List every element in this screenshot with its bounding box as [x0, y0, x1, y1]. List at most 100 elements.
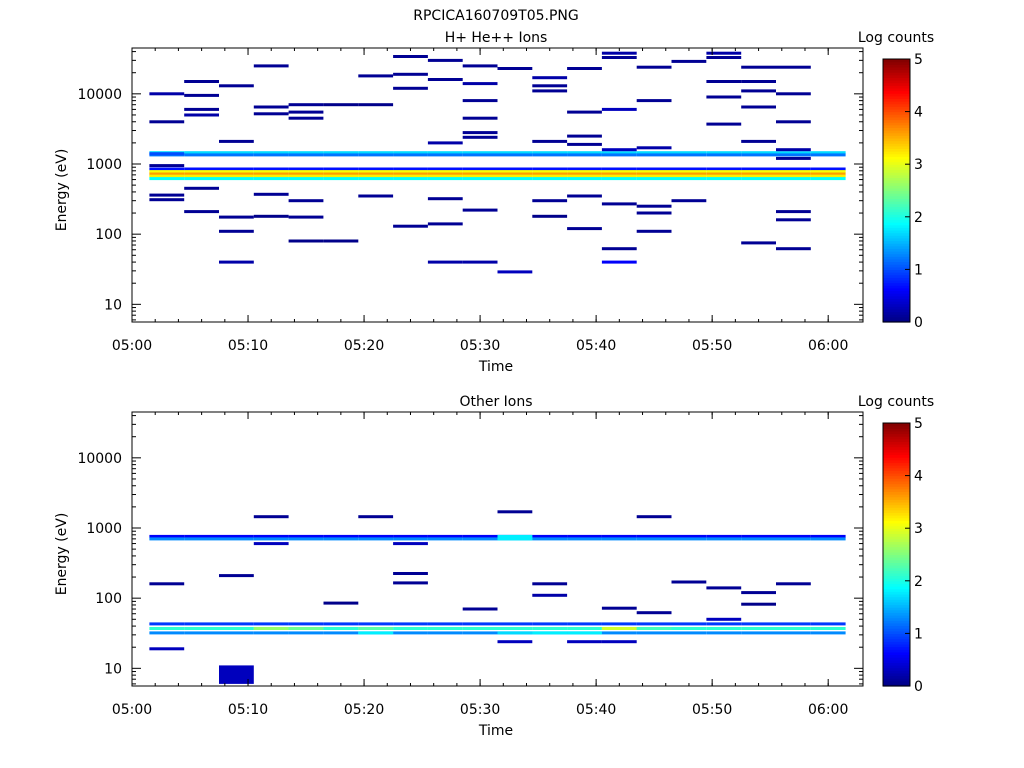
heatmap-band-cell — [532, 153, 568, 157]
heatmap-cell — [427, 78, 463, 81]
colorbar-tick-label: 5 — [914, 52, 923, 68]
heatmap-band-cell — [636, 622, 672, 626]
colorbar-swatch — [883, 172, 910, 176]
colorbar-swatch — [883, 591, 910, 595]
heatmap-band-cell — [810, 172, 846, 176]
heatmap-band-cell — [253, 170, 289, 174]
heatmap-cell — [706, 95, 742, 99]
heatmap-cell — [601, 260, 637, 264]
colorbar-swatch — [883, 533, 910, 537]
colorbar-swatch — [883, 604, 910, 608]
heatmap-band-cell — [671, 151, 707, 155]
heatmap-band-cell — [149, 170, 185, 174]
heatmap-band-cell — [184, 631, 219, 635]
heatmap-band-cell — [532, 167, 568, 171]
colorbar-swatch — [883, 488, 910, 492]
colorbar-tick-label: 3 — [914, 521, 923, 537]
heatmap-cell — [184, 80, 219, 83]
heatmap-band-cell — [497, 627, 533, 630]
heatmap-band-cell — [671, 627, 707, 630]
heatmap-band-cell — [776, 151, 811, 155]
heatmap-cell — [253, 112, 289, 116]
heatmap-cell — [149, 647, 185, 651]
heatmap-cell — [253, 64, 289, 68]
heatmap-cell — [741, 89, 776, 93]
colorbar-swatch — [883, 166, 910, 171]
heatmap-cell — [776, 247, 811, 251]
heatmap-band-cell — [323, 172, 359, 176]
heatmap-band-cell — [149, 631, 185, 635]
heatmap-band-cell — [636, 174, 672, 178]
heatmap-cell — [706, 586, 742, 590]
colorbar-swatch — [883, 103, 910, 107]
heatmap-band-cell — [636, 151, 672, 155]
heatmap-cell — [601, 51, 637, 55]
heatmap-band-cell — [706, 622, 742, 626]
heatmap-band-cell — [810, 174, 846, 178]
colorbar-swatch — [883, 625, 910, 629]
colorbar-swatch — [883, 187, 910, 192]
colorbar-swatch — [883, 583, 910, 587]
heatmap-band-cell — [636, 627, 672, 630]
heatmap-band-cell — [741, 170, 776, 174]
heatmap-band-cell — [497, 174, 533, 178]
heatmap-band-cell — [532, 172, 568, 176]
colorbar-swatch — [883, 135, 910, 139]
heatmap-band-cell — [184, 151, 219, 155]
heatmap-band-cell — [253, 151, 289, 155]
heatmap-band-cell — [636, 631, 672, 635]
x-tick-label: 05:00 — [112, 702, 152, 718]
heatmap-band-cell — [462, 167, 498, 171]
heatmap-band-cell — [219, 170, 254, 174]
heatmap-band-cell — [149, 174, 185, 178]
colorbar-swatch — [883, 486, 910, 490]
y-tick-label: 1000 — [86, 521, 122, 537]
colorbar-swatch — [883, 203, 910, 207]
heatmap-cell — [393, 72, 428, 76]
colorbar-swatch — [883, 512, 910, 516]
colorbar-swatch — [883, 609, 910, 613]
heatmap-cell — [288, 116, 324, 120]
heatmap-band-cell — [393, 170, 428, 174]
heatmap-band-cell — [219, 177, 254, 181]
colorbar-swatch — [883, 530, 910, 535]
heatmap-band-cell — [323, 622, 359, 626]
heatmap-band-cell — [184, 170, 219, 174]
colorbar-swatch — [883, 462, 910, 466]
heatmap-cell — [323, 601, 359, 605]
heatmap-band-cell — [601, 151, 637, 155]
colorbar-swatch — [883, 670, 910, 674]
heatmap-cell — [601, 107, 637, 111]
bottom-colorbar: 0 1 2 3 4 5 — [882, 416, 923, 695]
colorbar-tick-label: 2 — [914, 210, 923, 226]
heatmap-cell — [741, 602, 776, 606]
heatmap-cell — [393, 55, 428, 58]
colorbar-swatch — [883, 596, 910, 600]
heatmap-band-cell — [288, 167, 324, 171]
heatmap-band-cell — [462, 622, 498, 626]
heatmap-cell — [149, 198, 185, 202]
colorbar-swatch — [883, 174, 910, 178]
heatmap-band-cell — [462, 172, 498, 176]
heatmap-cell — [741, 591, 776, 595]
heatmap-band-cell — [706, 627, 742, 630]
colorbar-swatch — [883, 425, 910, 429]
heatmap-cell — [497, 67, 533, 70]
heatmap-cell — [393, 542, 428, 546]
colorbar-swatch — [883, 520, 910, 524]
heatmap-cell — [149, 164, 185, 168]
heatmap-cell — [149, 152, 185, 156]
colorbar-swatch — [883, 599, 910, 603]
heatmap-band-cell — [741, 153, 776, 157]
heatmap-band-cell — [323, 631, 359, 635]
x-tick-label: 05:20 — [344, 338, 384, 354]
heatmap-band-cell — [184, 627, 219, 630]
colorbar-swatch — [883, 274, 910, 278]
heatmap-band-cell — [219, 151, 254, 155]
heatmap-band-cell — [288, 631, 324, 635]
heatmap-band-cell — [776, 622, 811, 626]
heatmap-band-cell — [149, 177, 185, 181]
heatmap-cell — [636, 99, 672, 103]
heatmap-cell — [358, 103, 394, 107]
colorbar-swatch — [883, 235, 910, 239]
